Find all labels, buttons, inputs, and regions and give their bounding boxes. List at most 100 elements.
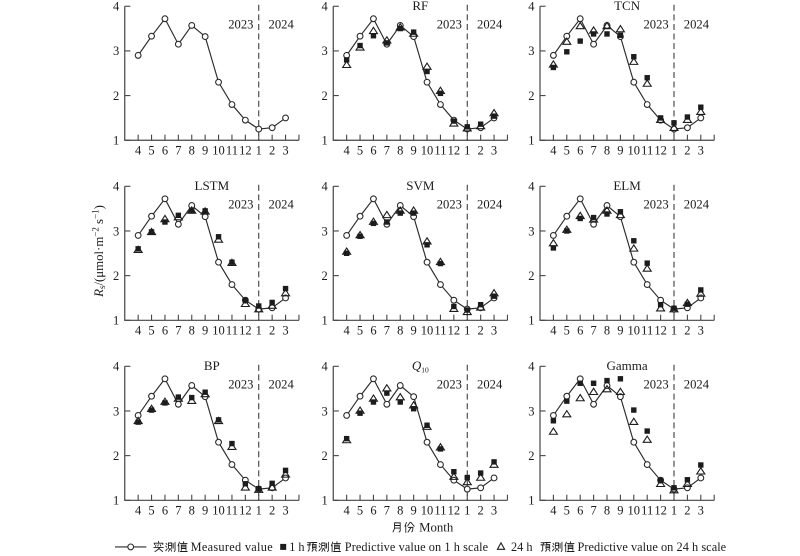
svg-text:9: 9 [202, 144, 208, 158]
svg-text:10: 10 [628, 144, 641, 158]
svg-text:2023: 2023 [437, 378, 462, 392]
svg-text:ELM: ELM [613, 178, 641, 193]
svg-text:1: 1 [671, 324, 677, 338]
svg-text:9: 9 [617, 324, 623, 338]
svg-text:1: 1 [464, 144, 470, 158]
svg-text:9: 9 [617, 504, 623, 518]
svg-text:2023: 2023 [644, 198, 669, 212]
svg-text:1: 1 [113, 494, 119, 508]
svg-text:12: 12 [448, 324, 461, 338]
svg-text:4: 4 [113, 180, 120, 194]
svg-text:7: 7 [175, 144, 181, 158]
svg-text:7: 7 [590, 504, 596, 518]
svg-text:12: 12 [654, 144, 667, 158]
svg-text:3: 3 [491, 504, 497, 518]
svg-text:8: 8 [189, 144, 195, 158]
svg-text:9: 9 [411, 504, 417, 518]
svg-text:4: 4 [135, 504, 142, 518]
svg-text:4: 4 [113, 360, 120, 374]
svg-text:2023: 2023 [228, 378, 253, 392]
svg-text:LSTM: LSTM [195, 178, 230, 193]
svg-text:3: 3 [698, 144, 704, 158]
svg-text:1 h: 1 h [289, 540, 304, 554]
svg-text:3: 3 [528, 404, 534, 418]
svg-text:5: 5 [148, 504, 154, 518]
svg-text:2: 2 [322, 449, 328, 463]
svg-text:4: 4 [322, 360, 329, 374]
svg-text:6: 6 [370, 144, 376, 158]
svg-text:8: 8 [397, 144, 403, 158]
svg-text:10: 10 [421, 504, 434, 518]
svg-text:2023: 2023 [644, 17, 669, 31]
svg-text:3: 3 [528, 44, 534, 58]
svg-text:2: 2 [113, 269, 119, 283]
svg-text:2: 2 [684, 504, 690, 518]
svg-text:3: 3 [491, 144, 497, 158]
svg-text:TCN: TCN [614, 0, 641, 13]
svg-text:8: 8 [604, 144, 610, 158]
svg-text:3: 3 [113, 404, 119, 418]
svg-text:8: 8 [189, 504, 195, 518]
svg-text:7: 7 [175, 504, 181, 518]
svg-text:4: 4 [550, 504, 557, 518]
svg-text:5: 5 [357, 144, 363, 158]
svg-text:24 h: 24 h [511, 540, 533, 554]
svg-text:4: 4 [344, 504, 351, 518]
svg-text:12: 12 [654, 504, 667, 518]
svg-text:1: 1 [464, 324, 470, 338]
svg-text:6: 6 [577, 504, 583, 518]
svg-text:3: 3 [113, 44, 119, 58]
svg-text:Rs/(μmol·m−2 s−1): Rs/(μmol·m−2 s−1) [90, 205, 107, 298]
svg-text:11: 11 [641, 504, 653, 518]
svg-text:8: 8 [397, 324, 403, 338]
svg-text:5: 5 [564, 144, 570, 158]
svg-text:6: 6 [370, 324, 376, 338]
svg-text:5: 5 [357, 504, 363, 518]
svg-text:11: 11 [226, 324, 238, 338]
svg-text:5: 5 [148, 144, 154, 158]
svg-text:1: 1 [671, 144, 677, 158]
svg-text:11: 11 [434, 144, 446, 158]
svg-text:1: 1 [256, 504, 262, 518]
svg-text:5: 5 [148, 324, 154, 338]
svg-text:9: 9 [617, 144, 623, 158]
svg-text:2024: 2024 [269, 378, 295, 392]
svg-text:4: 4 [322, 0, 329, 14]
svg-text:12: 12 [448, 144, 461, 158]
svg-text:1: 1 [671, 504, 677, 518]
svg-text:2: 2 [269, 504, 275, 518]
svg-text:1: 1 [113, 314, 119, 328]
svg-text:2: 2 [528, 89, 534, 103]
svg-text:2024: 2024 [684, 378, 710, 392]
svg-text:1: 1 [113, 134, 119, 148]
svg-text:12: 12 [239, 324, 252, 338]
svg-text:5: 5 [357, 324, 363, 338]
svg-text:5: 5 [564, 324, 570, 338]
svg-text:2024: 2024 [477, 198, 503, 212]
svg-text:10: 10 [421, 144, 434, 158]
svg-text:6: 6 [162, 504, 168, 518]
svg-text:9: 9 [202, 324, 208, 338]
svg-text:6: 6 [162, 324, 168, 338]
svg-text:2: 2 [528, 269, 534, 283]
svg-text:6: 6 [577, 324, 583, 338]
svg-text:2023: 2023 [228, 198, 253, 212]
svg-text:3: 3 [282, 504, 288, 518]
svg-text:10: 10 [421, 324, 434, 338]
svg-text:1: 1 [322, 134, 328, 148]
svg-text:3: 3 [282, 144, 288, 158]
svg-text:SVM: SVM [406, 178, 435, 193]
svg-text:4: 4 [344, 144, 351, 158]
svg-text:3: 3 [113, 224, 119, 238]
svg-text:8: 8 [604, 504, 610, 518]
svg-text:9: 9 [202, 504, 208, 518]
svg-text:2024: 2024 [477, 17, 503, 31]
svg-text:2023: 2023 [437, 198, 462, 212]
svg-text:3: 3 [698, 324, 704, 338]
svg-text:1: 1 [528, 314, 534, 328]
svg-text:9: 9 [411, 144, 417, 158]
svg-text:7: 7 [384, 324, 390, 338]
svg-text:6: 6 [162, 144, 168, 158]
svg-text:10: 10 [628, 504, 641, 518]
svg-text:2: 2 [269, 144, 275, 158]
